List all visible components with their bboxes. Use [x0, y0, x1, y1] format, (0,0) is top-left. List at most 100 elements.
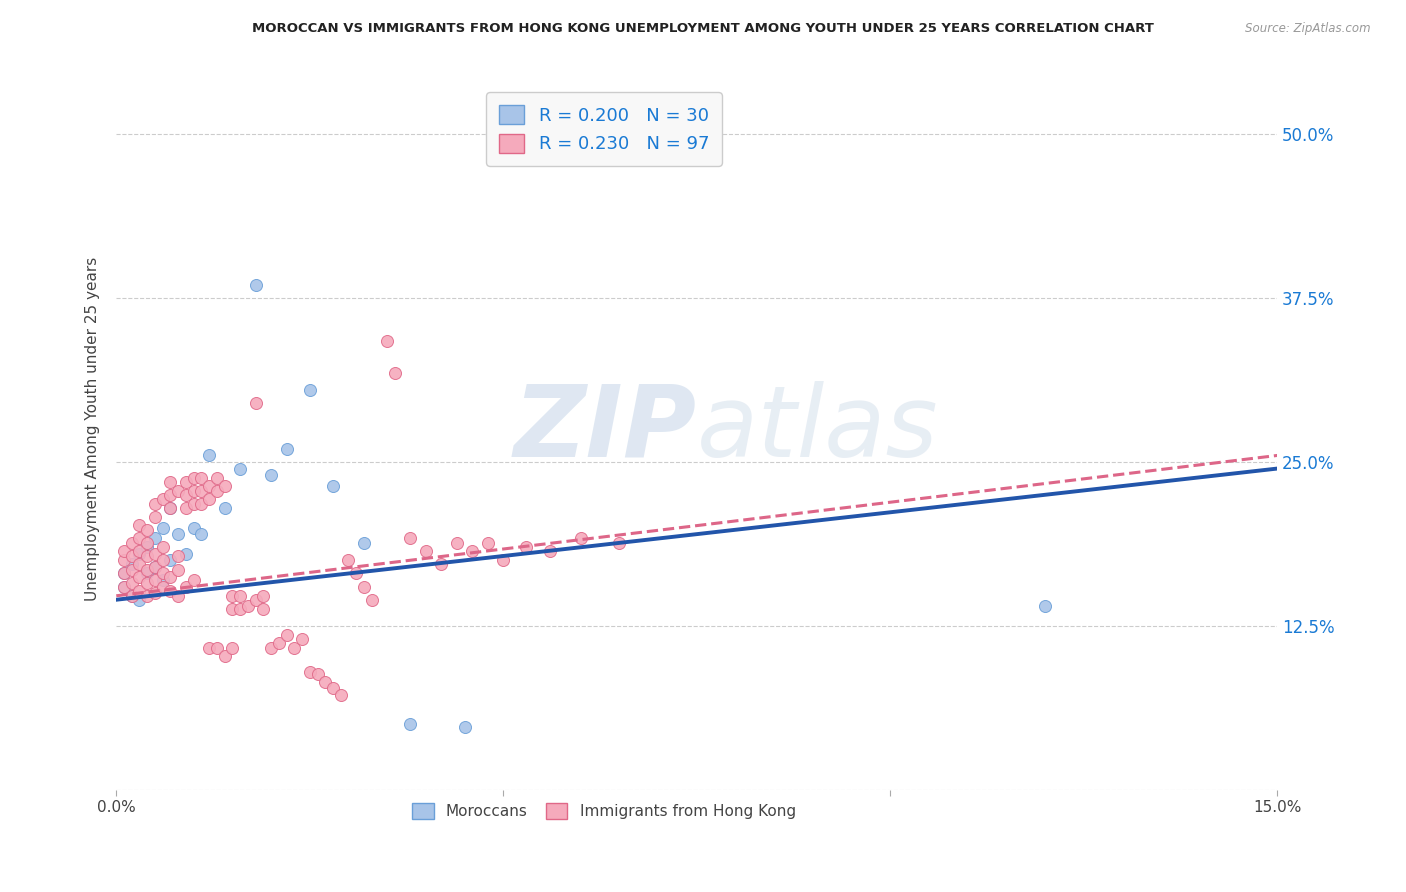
- Point: [143, 560, 166, 574]
- Point: [515, 541, 537, 555]
- Point: [190, 483, 212, 498]
- Point: [221, 589, 243, 603]
- Point: [174, 580, 197, 594]
- Point: [159, 488, 181, 502]
- Point: [221, 641, 243, 656]
- Point: [183, 573, 205, 587]
- Point: [152, 541, 174, 555]
- Point: [152, 580, 174, 594]
- Text: MOROCCAN VS IMMIGRANTS FROM HONG KONG UNEMPLOYMENT AMONG YOUTH UNDER 25 YEARS CO: MOROCCAN VS IMMIGRANTS FROM HONG KONG UN…: [252, 22, 1154, 36]
- Point: [128, 547, 150, 561]
- Point: [121, 549, 143, 564]
- Point: [183, 497, 205, 511]
- Point: [112, 580, 135, 594]
- Point: [205, 471, 228, 485]
- Point: [152, 566, 174, 581]
- Point: [112, 544, 135, 558]
- Text: atlas: atlas: [697, 381, 938, 478]
- Point: [143, 573, 166, 587]
- Point: [159, 500, 181, 515]
- Point: [322, 681, 344, 695]
- Point: [136, 549, 159, 564]
- Point: [112, 566, 135, 581]
- Point: [136, 566, 159, 581]
- Point: [329, 689, 352, 703]
- Point: [190, 497, 212, 511]
- Point: [415, 544, 437, 558]
- Point: [214, 478, 236, 492]
- Point: [174, 488, 197, 502]
- Y-axis label: Unemployment Among Youth under 25 years: Unemployment Among Youth under 25 years: [86, 257, 100, 601]
- Point: [492, 553, 515, 567]
- Point: [252, 589, 274, 603]
- Point: [198, 478, 221, 492]
- Point: [121, 563, 143, 577]
- Point: [360, 592, 382, 607]
- Point: [276, 628, 298, 642]
- Point: [128, 592, 150, 607]
- Point: [399, 717, 422, 731]
- Point: [143, 510, 166, 524]
- Point: [322, 478, 344, 492]
- Point: [167, 527, 190, 541]
- Point: [174, 500, 197, 515]
- Point: [136, 575, 159, 590]
- Point: [190, 527, 212, 541]
- Point: [260, 641, 283, 656]
- Point: [260, 468, 283, 483]
- Point: [112, 566, 135, 581]
- Point: [252, 602, 274, 616]
- Point: [136, 536, 159, 550]
- Point: [136, 541, 159, 555]
- Point: [167, 549, 190, 564]
- Point: [159, 475, 181, 489]
- Point: [538, 544, 561, 558]
- Point: [214, 649, 236, 664]
- Point: [136, 523, 159, 537]
- Point: [121, 575, 143, 590]
- Point: [121, 589, 143, 603]
- Point: [128, 570, 150, 584]
- Point: [314, 675, 336, 690]
- Point: [152, 553, 174, 567]
- Point: [167, 483, 190, 498]
- Point: [609, 536, 631, 550]
- Point: [190, 471, 212, 485]
- Point: [159, 570, 181, 584]
- Point: [198, 641, 221, 656]
- Point: [136, 563, 159, 577]
- Point: [128, 544, 150, 558]
- Point: [229, 461, 252, 475]
- Point: [183, 483, 205, 498]
- Point: [236, 599, 259, 614]
- Point: [205, 641, 228, 656]
- Point: [183, 471, 205, 485]
- Point: [121, 536, 143, 550]
- Point: [112, 580, 135, 594]
- Legend: Moroccans, Immigrants from Hong Kong: Moroccans, Immigrants from Hong Kong: [406, 797, 801, 826]
- Point: [569, 531, 592, 545]
- Point: [128, 583, 150, 598]
- Point: [283, 641, 305, 656]
- Point: [143, 531, 166, 545]
- Point: [229, 602, 252, 616]
- Point: [245, 277, 267, 292]
- Point: [128, 518, 150, 533]
- Point: [152, 573, 174, 587]
- Point: [143, 497, 166, 511]
- Text: Source: ZipAtlas.com: Source: ZipAtlas.com: [1246, 22, 1371, 36]
- Point: [214, 500, 236, 515]
- Text: ZIP: ZIP: [513, 381, 697, 478]
- Point: [477, 536, 499, 550]
- Point: [136, 589, 159, 603]
- Point: [221, 602, 243, 616]
- Point: [159, 583, 181, 598]
- Point: [152, 520, 174, 534]
- Point: [143, 586, 166, 600]
- Point: [128, 531, 150, 545]
- Point: [245, 592, 267, 607]
- Point: [245, 396, 267, 410]
- Point: [298, 383, 321, 397]
- Point: [159, 553, 181, 567]
- Point: [384, 366, 406, 380]
